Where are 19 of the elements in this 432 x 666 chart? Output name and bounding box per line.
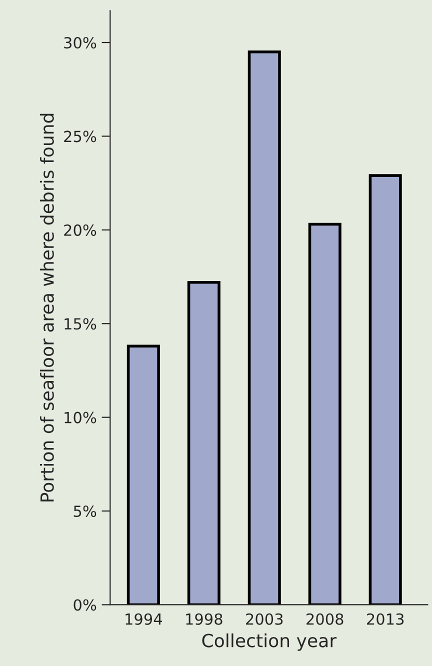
- y-axis-title: Portion of seafloor area where debris found: [40, 114, 54, 502]
- bar: [187, 281, 220, 605]
- bar: [248, 50, 281, 605]
- y-tick-label: 20%: [64, 224, 96, 236]
- x-tick-label: 2013: [367, 613, 404, 625]
- x-axis-title: Collection year: [202, 633, 337, 651]
- y-tick-label: 0%: [74, 599, 96, 611]
- y-tick-label: 10%: [64, 412, 96, 424]
- y-tick-label: 30%: [64, 36, 96, 49]
- bar: [126, 344, 160, 605]
- y-tick-label: 5%: [74, 505, 96, 518]
- x-tick-label: 2003: [246, 613, 283, 625]
- x-tick-label: 2008: [306, 613, 344, 625]
- bar: [308, 222, 342, 605]
- y-tick-label: 15%: [64, 318, 96, 330]
- x-tick-label: 1994: [126, 613, 162, 625]
- y-tick-label: 25%: [64, 130, 96, 142]
- bar: [368, 174, 402, 605]
- x-tick-label: 1998: [186, 613, 222, 625]
